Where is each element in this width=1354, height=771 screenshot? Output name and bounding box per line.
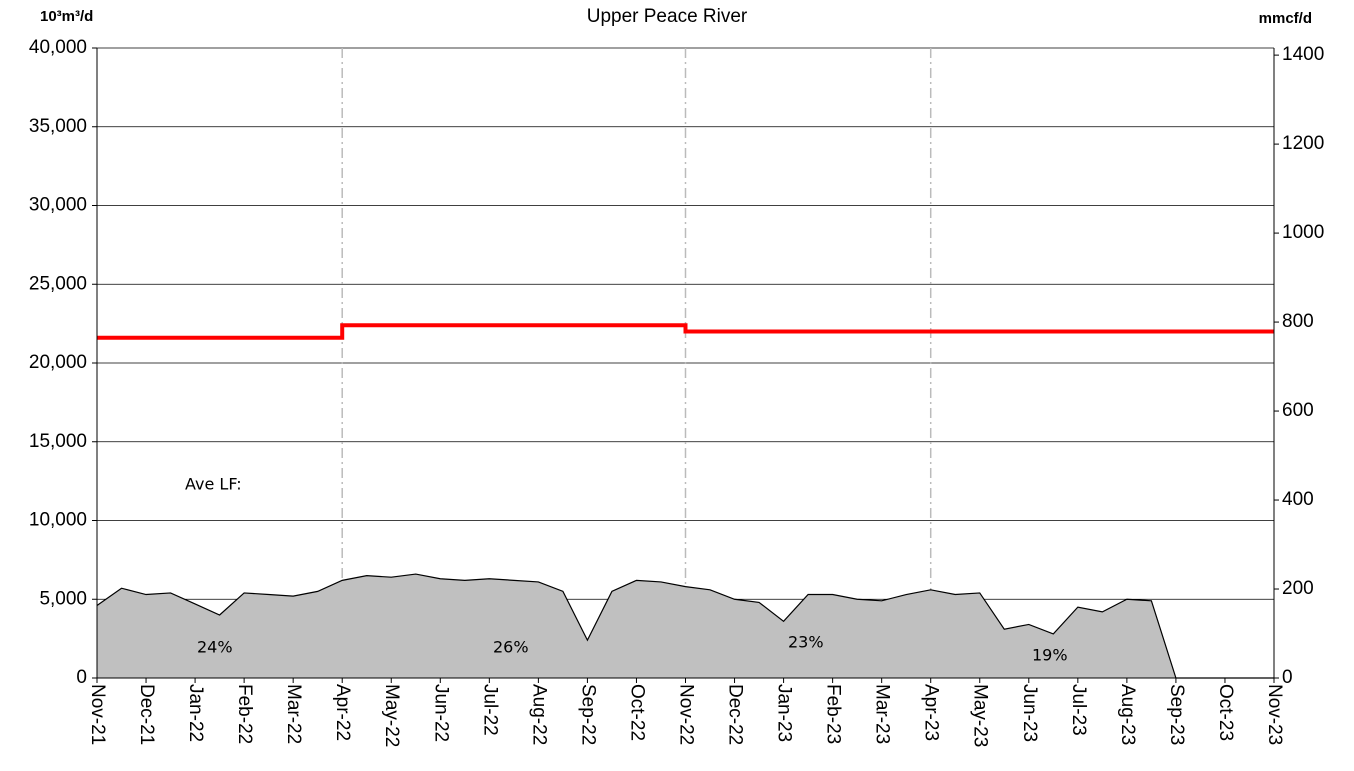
x-tick-label: Sep-23 [1166, 684, 1187, 745]
x-tick-label: Feb-22 [234, 684, 255, 744]
y2-tick-label: 1200 [1282, 133, 1324, 154]
y-tick-label: 25,000 [29, 273, 87, 294]
x-tick-label: Feb-23 [823, 684, 844, 744]
y2-tick-label: 800 [1282, 311, 1314, 332]
annotation: 26% [493, 638, 529, 657]
y2-tick-label: 0 [1282, 667, 1293, 688]
y-tick-label: 10,000 [29, 510, 87, 531]
annotation: 19% [1032, 646, 1068, 665]
y2-tick-label: 1400 [1282, 44, 1324, 65]
y2-tick-label: 400 [1282, 489, 1314, 510]
x-tick-label: Aug-23 [1117, 684, 1138, 745]
x-tick-label: Nov-21 [87, 684, 108, 745]
x-tick-label: Jan-22 [185, 684, 206, 742]
x-tick-label: Sep-22 [577, 684, 598, 745]
y-tick-label: 20,000 [29, 352, 87, 373]
x-tick-label: Aug-22 [528, 684, 549, 745]
x-tick-label: Jul-22 [479, 684, 500, 736]
x-tick-label: May-23 [970, 684, 991, 747]
y-tick-label: 0 [76, 667, 87, 688]
x-tick-label: Jan-23 [774, 684, 795, 742]
annotation: Ave LF: [185, 475, 242, 494]
x-tick-label: Oct-22 [626, 684, 647, 741]
y2-tick-label: 1000 [1282, 222, 1324, 243]
x-tick-label: Mar-22 [283, 684, 304, 744]
x-tick-label: Nov-22 [675, 684, 696, 745]
x-tick-label: Oct-23 [1215, 684, 1236, 741]
y2-tick-label: 600 [1282, 400, 1314, 421]
x-tick-label: Dec-21 [136, 684, 157, 745]
x-tick-label: Apr-22 [332, 684, 353, 741]
annotation: 24% [197, 638, 233, 657]
y2-tick-label: 200 [1282, 578, 1314, 599]
chart-title: Upper Peace River [587, 6, 748, 27]
x-tick-label: May-22 [381, 684, 402, 747]
y-tick-label: 15,000 [29, 431, 87, 452]
x-tick-label: Apr-23 [921, 684, 942, 741]
annotation: 23% [788, 633, 824, 652]
x-tick-label: Dec-22 [725, 684, 746, 745]
x-tick-label: Jul-23 [1068, 684, 1089, 736]
grid [97, 47, 1274, 679]
x-tick-label: Jun-22 [430, 684, 451, 742]
y-tick-label: 5,000 [39, 588, 87, 609]
y-tick-label: 35,000 [29, 116, 87, 137]
y-axis-label: 10³m³/d [40, 8, 93, 25]
y2-axis-label: mmcf/d [1259, 10, 1312, 27]
area-outline [96, 573, 1274, 679]
y-tick-label: 30,000 [29, 195, 87, 216]
data [96, 323, 1274, 679]
area [97, 574, 1274, 678]
y-tick-label: 40,000 [29, 37, 87, 58]
capacity-line [97, 323, 1274, 340]
x-tick-label: Jun-23 [1019, 684, 1040, 742]
x-tick-label: Nov-23 [1264, 684, 1285, 745]
x-tick-label: Mar-23 [872, 684, 893, 744]
